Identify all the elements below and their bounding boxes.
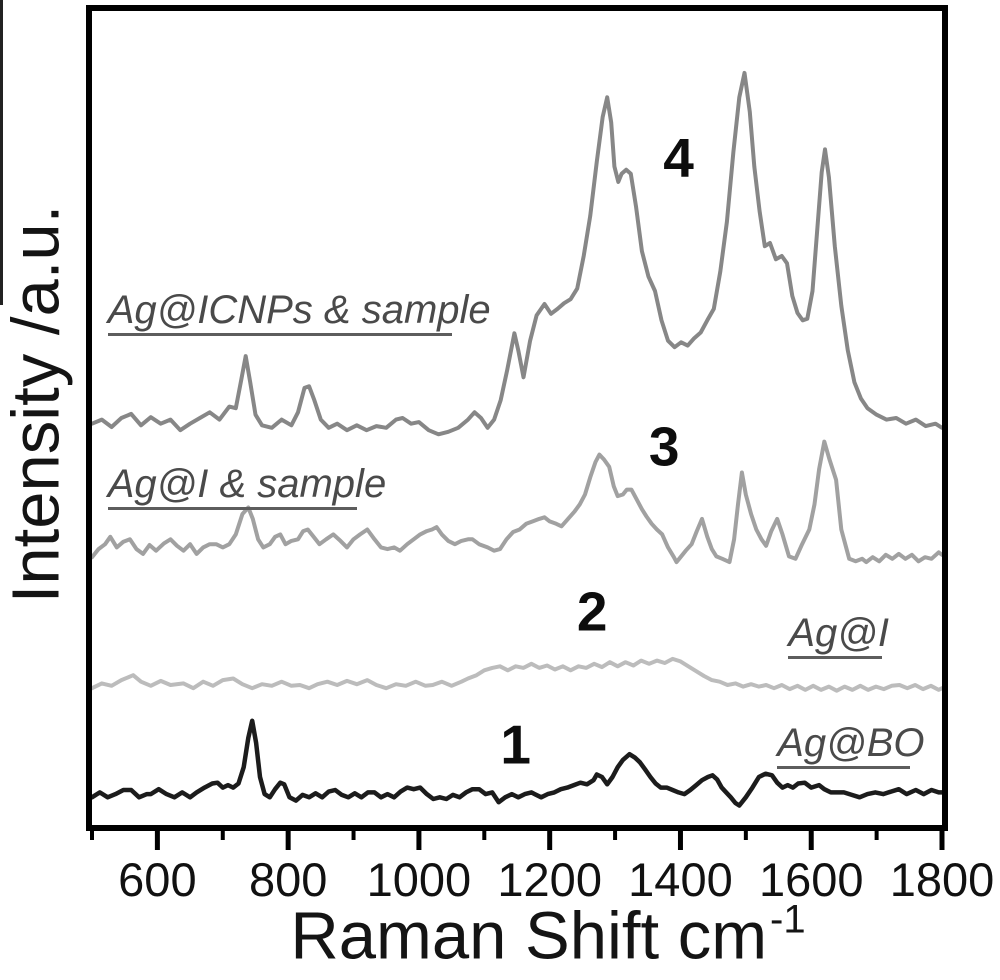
spectra-curves	[89, 70, 945, 808]
curve-number-label-2: 2	[576, 580, 608, 643]
curve-number-label-3: 3	[648, 415, 680, 478]
x-tick-label-1600: 1600	[759, 853, 864, 906]
spectrum-line-1-ag-bo	[89, 718, 945, 808]
scan-edge-artifact	[0, 0, 3, 305]
x-tick-label-1000: 1000	[367, 853, 472, 906]
series-label-ag-bo: Ag@BO	[777, 722, 925, 769]
x-tick-label-1800: 1800	[890, 853, 995, 906]
curve-number-label-1: 1	[500, 713, 531, 776]
x-axis-label-text: Raman Shift cm	[290, 898, 768, 974]
x-tick-label-800: 800	[249, 853, 327, 906]
x-axis-label-superscript: -1	[770, 897, 806, 942]
spectrum-line-2-ag-i	[90, 656, 944, 693]
x-tick-label-600: 600	[118, 853, 196, 906]
x-tick-label-1400: 1400	[628, 853, 733, 906]
series-label-ag-i: Ag@I	[788, 612, 889, 659]
x-axis-label: Raman Shift cm-1	[290, 898, 805, 975]
x-tick-label-1200: 1200	[497, 853, 602, 906]
series-label-ag-i-sample: Ag@I & sample	[107, 463, 386, 510]
x-axis-tick-labels: 600 800 1000 1200 1400 1600 1800	[118, 853, 994, 906]
spectrum-line-4-ag-icnps-sample	[90, 70, 944, 437]
curve-number-label-4: 4	[663, 126, 694, 189]
plot-frame	[86, 5, 948, 831]
y-axis-label: Intensity /a.u.	[0, 204, 74, 604]
series-label-ag-icnps-sample: Ag@ICNPs & sample	[107, 289, 491, 337]
x-axis-ticks	[90, 831, 945, 850]
